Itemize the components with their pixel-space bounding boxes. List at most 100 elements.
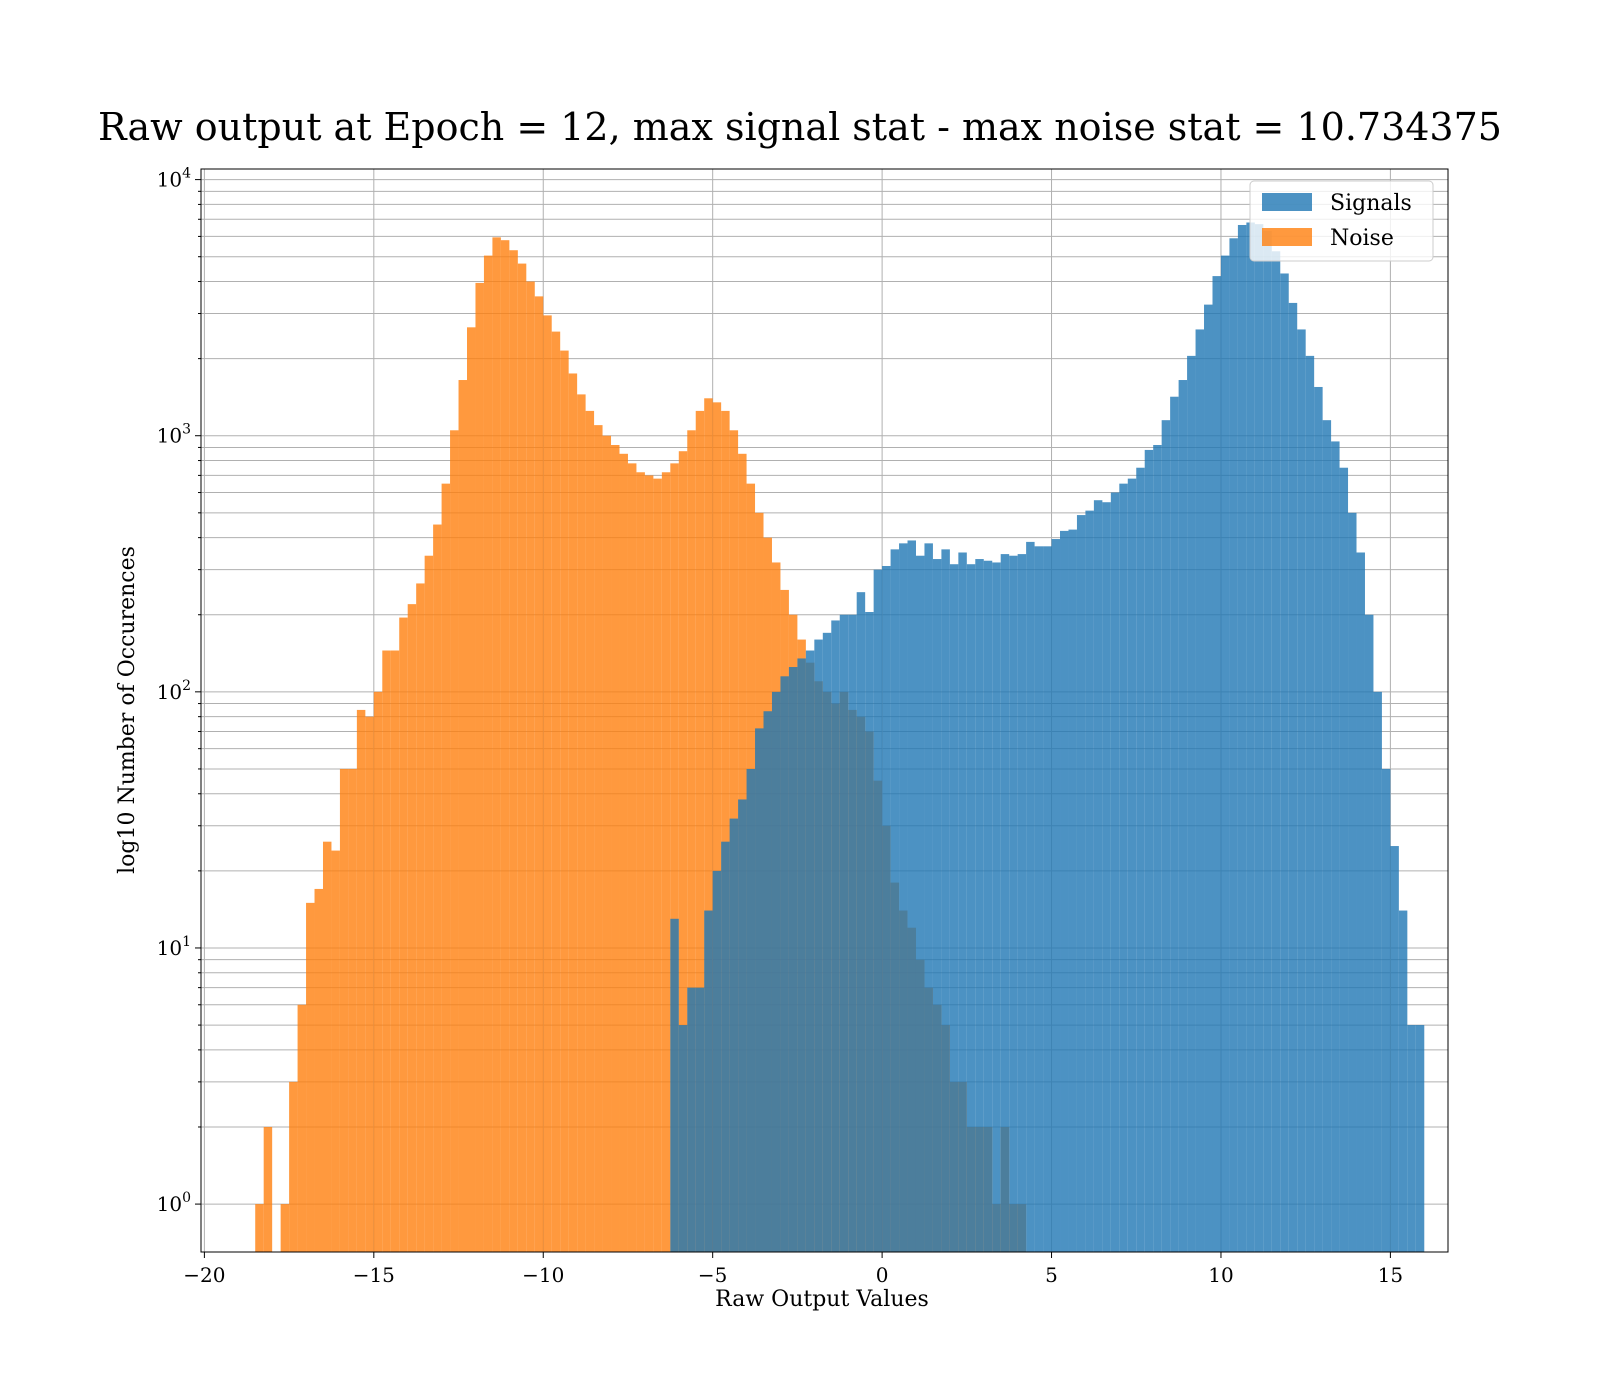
bar-noise (407, 604, 417, 1252)
bar-signals (1229, 238, 1238, 1252)
bar-signals (1280, 273, 1289, 1252)
x-tick-label: 10 (1208, 1263, 1233, 1287)
bar-noise (382, 650, 391, 1252)
bar-signals (788, 667, 798, 1252)
bar-signals (1271, 251, 1281, 1253)
bar-signals (1246, 222, 1255, 1253)
bar-noise (322, 841, 332, 1252)
bar-signals (814, 639, 823, 1252)
legend: Signals Noise (1249, 180, 1434, 262)
bar-signals (1043, 546, 1052, 1252)
bar-signals (890, 549, 900, 1252)
bar-signals (1356, 552, 1365, 1252)
bar-signals (805, 650, 815, 1252)
bar-noise (356, 709, 366, 1252)
bar-signals (1051, 539, 1061, 1252)
bar-noise (678, 451, 688, 1253)
bar-noise (602, 435, 612, 1253)
bar-signals (949, 564, 959, 1252)
bar-signals (1331, 441, 1340, 1253)
bar-noise (585, 410, 595, 1252)
bar-signals (831, 620, 840, 1252)
bar-signals (1305, 355, 1315, 1252)
bar-signals (670, 918, 679, 1252)
bar-signals (1068, 529, 1077, 1252)
y-tick-label: 102 (157, 678, 191, 704)
bar-noise (534, 296, 544, 1252)
bar-signals (712, 870, 722, 1252)
bar-noise (416, 583, 425, 1252)
bar-signals (704, 910, 713, 1252)
bar-signals (687, 987, 696, 1252)
bar-noise (263, 1126, 273, 1252)
bar-signals (678, 1025, 688, 1252)
bar-noise (509, 250, 518, 1252)
bar-signals (1009, 555, 1018, 1252)
bar-signals (915, 555, 925, 1252)
bar-signals (1127, 478, 1137, 1252)
x-axis-label: Raw Output Values (715, 1287, 929, 1312)
bar-noise (255, 1204, 264, 1252)
bar-noise (594, 425, 603, 1252)
bar-noise (390, 650, 400, 1252)
legend-label-signals: Signals (1330, 191, 1412, 216)
bar-noise (280, 1204, 290, 1252)
x-tick-label: 5 (1045, 1263, 1058, 1287)
bar-noise (611, 444, 620, 1252)
bar-noise (661, 472, 671, 1252)
bar-noise (653, 478, 662, 1252)
bar-signals (1110, 492, 1120, 1252)
bar-signals (1093, 500, 1103, 1252)
bar-noise (365, 716, 374, 1252)
bar-signals (983, 560, 993, 1252)
bar-noise (577, 394, 586, 1252)
bar-signals (966, 564, 976, 1252)
bar-signals (1195, 329, 1205, 1252)
series-signals (670, 222, 1425, 1253)
bar-noise (712, 402, 722, 1252)
bar-signals (1322, 420, 1332, 1252)
bar-signals (1390, 846, 1399, 1252)
bar-signals (822, 632, 832, 1252)
bar-noise (424, 555, 434, 1252)
bar-signals (1119, 483, 1128, 1252)
bar-noise (339, 768, 349, 1252)
bar-noise (695, 410, 705, 1252)
bar-signals (907, 540, 916, 1252)
bar-signals (848, 614, 857, 1252)
bar-signals (755, 728, 764, 1252)
bar-noise (441, 483, 451, 1252)
bar-signals (1237, 224, 1247, 1253)
bar-signals (1364, 614, 1374, 1252)
bar-signals (1136, 467, 1145, 1252)
bar-signals (1407, 1025, 1416, 1252)
bar-noise (289, 1081, 298, 1252)
bar-signals (1000, 554, 1010, 1252)
bar-signals (941, 549, 950, 1252)
y-axis-label: log10 Number of Occurences (115, 546, 140, 874)
bar-noise (348, 768, 357, 1252)
bar-signals (1144, 449, 1154, 1253)
bar-signals (1339, 467, 1349, 1252)
bar-noise (306, 902, 315, 1252)
bar-signals (1348, 512, 1357, 1252)
bar-signals (797, 658, 806, 1252)
legend-label-noise: Noise (1330, 226, 1394, 251)
bar-signals (1373, 691, 1382, 1252)
x-tick-label: 15 (1378, 1263, 1403, 1287)
bar-noise (492, 237, 501, 1253)
bar-signals (1161, 420, 1171, 1252)
bar-noise (704, 398, 713, 1252)
bar-signals (1085, 510, 1094, 1252)
bar-noise (551, 331, 561, 1252)
bar-noise (636, 472, 645, 1252)
bar-signals (1263, 230, 1272, 1252)
bar-noise (458, 380, 468, 1252)
bar-noise (670, 463, 679, 1252)
bar-signals (975, 559, 984, 1252)
bars-layer (255, 222, 1425, 1253)
bar-signals (746, 768, 756, 1252)
bar-signals (1102, 502, 1111, 1253)
bar-signals (924, 543, 933, 1252)
bar-signals (763, 711, 772, 1252)
